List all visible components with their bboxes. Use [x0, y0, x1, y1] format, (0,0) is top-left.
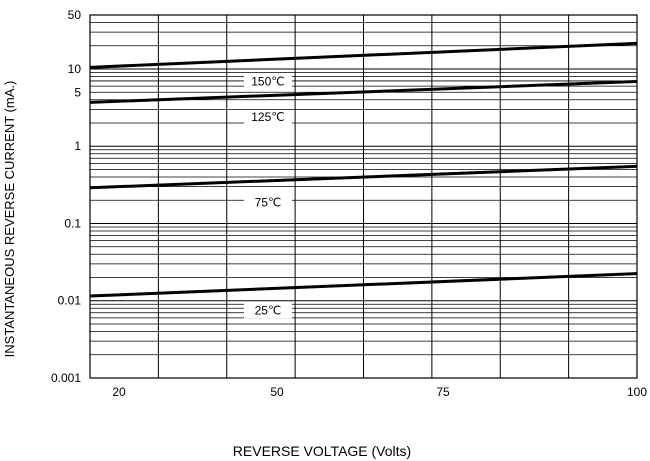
y-tick-label: 5	[74, 85, 81, 99]
series-label-bg	[244, 74, 292, 90]
x-tick-label: 100	[627, 385, 647, 399]
series-line	[89, 164, 638, 190]
series-label: 75℃	[255, 195, 282, 209]
y-tick-label: 0.001	[51, 371, 81, 385]
y-tick-labels: 50 10 5 1 0.1 0.01 0.001	[51, 8, 81, 385]
x-tick-label: 75	[436, 385, 450, 399]
y-tick-label: 0.1	[64, 216, 81, 230]
series-label-bg	[244, 303, 292, 319]
series-label: 125℃	[251, 110, 285, 124]
y-tick-label: 10	[68, 62, 82, 76]
y-tick-label: 50	[68, 8, 82, 22]
x-axis-label: REVERSE VOLTAGE (Volts)	[233, 443, 411, 459]
series-line	[89, 41, 638, 69]
series-lines	[89, 41, 638, 298]
x-tick-label: 20	[112, 385, 126, 399]
y-tick-label: 1	[74, 139, 81, 153]
plot-frame	[89, 14, 638, 379]
x-tick-label: 50	[270, 385, 284, 399]
major-gridlines	[157, 15, 570, 378]
series-label-bg	[244, 195, 292, 211]
series-line	[89, 272, 638, 298]
series-label: 150℃	[251, 74, 285, 88]
series-label-bg	[244, 109, 292, 125]
series-label: 25℃	[255, 303, 282, 317]
series-line	[89, 79, 638, 104]
y-tick-label: 0.01	[58, 294, 82, 308]
y-axis-label: INSTANTANEOUS REVERSE CURRENT (mA.)	[2, 81, 17, 358]
series-labels: 150℃ 125℃ 75℃ 25℃	[244, 74, 292, 319]
x-tick-labels: 20 50 75 100	[112, 385, 647, 399]
